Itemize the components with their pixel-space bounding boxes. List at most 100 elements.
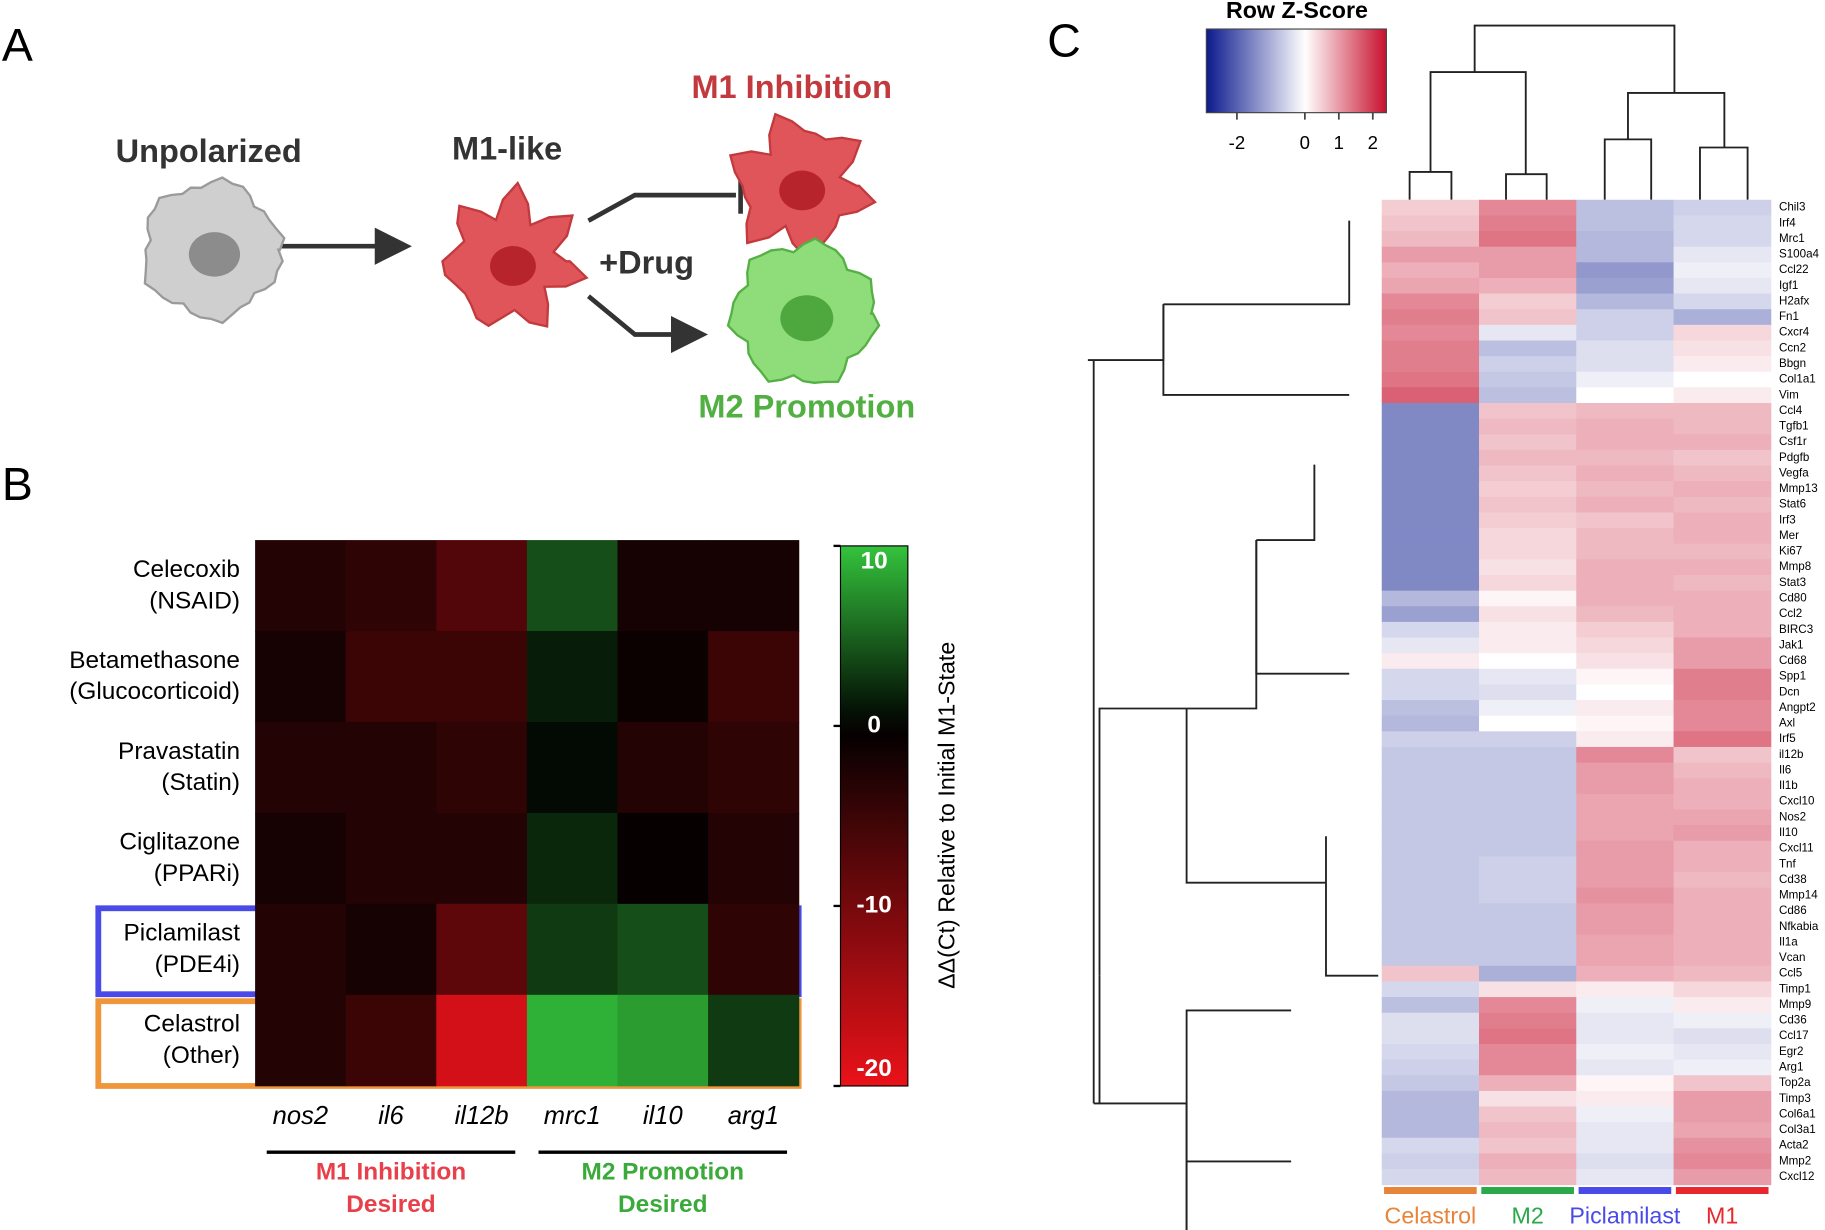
colorbar <box>1205 28 1387 114</box>
heat-cell <box>1673 387 1772 404</box>
heat-cell <box>1576 965 1675 982</box>
heat-cell <box>1673 1043 1772 1061</box>
heat-cell <box>1576 731 1675 748</box>
heat-cell <box>1576 418 1675 435</box>
heat-cell <box>1673 418 1772 435</box>
heat-cell <box>1479 715 1577 732</box>
gene-label: Vcan <box>1779 951 1805 964</box>
dendrogram <box>1185 540 1379 977</box>
heat-cell <box>708 631 800 723</box>
heat-cell <box>436 994 528 1087</box>
column-label: il10 <box>643 1102 683 1130</box>
gene-label: S100a4 <box>1779 248 1820 261</box>
row-label: Ciglitazone <box>119 829 240 856</box>
heat-cell <box>1673 434 1772 451</box>
heat-cell <box>1479 403 1577 420</box>
heat-cell <box>1479 606 1577 623</box>
column-label: il12b <box>455 1102 509 1130</box>
heat-cell <box>1673 293 1772 310</box>
colorbar-tick-label: 0 <box>867 711 881 738</box>
heat-cell <box>436 631 528 723</box>
heat-cell <box>1673 199 1772 216</box>
heat-cell <box>1576 950 1675 967</box>
column-label: il6 <box>378 1102 404 1130</box>
group-bar <box>1384 1187 1477 1194</box>
heat-cell <box>1381 918 1480 936</box>
heat-cell <box>526 903 619 996</box>
heat-cell <box>1479 309 1577 326</box>
heat-cell <box>1673 231 1772 248</box>
heat-cell <box>1479 371 1577 388</box>
heat-cell <box>1381 1122 1480 1139</box>
gene-label: Ccl2 <box>1779 607 1802 620</box>
dendrogram <box>1473 24 1676 93</box>
heat-cell <box>1576 762 1675 779</box>
gene-label: Pdgfb <box>1779 451 1809 464</box>
heat-cell <box>1673 1028 1772 1045</box>
heat-cell <box>1673 1075 1772 1092</box>
colorbar-tick-label: -10 <box>857 891 892 918</box>
heat-cell <box>1576 1153 1675 1170</box>
heat-cell <box>1576 1122 1675 1139</box>
gene-label: Mmp14 <box>1779 889 1818 902</box>
heat-cell <box>1381 746 1480 764</box>
gene-label: Mer <box>1779 529 1799 542</box>
gene-label: Mmp2 <box>1779 1154 1811 1167</box>
gene-label: Ccl22 <box>1779 263 1809 276</box>
gene-label: Nos2 <box>1779 810 1806 823</box>
cell-nucleus <box>490 246 536 286</box>
heat-cell <box>1381 262 1480 279</box>
heat-cell <box>1479 481 1577 498</box>
cell-label: M1-like <box>452 131 562 167</box>
heat-cell <box>708 812 800 905</box>
gene-label: Vim <box>1779 388 1799 401</box>
heat-cell <box>1576 1090 1675 1107</box>
heat-cell <box>1479 731 1577 748</box>
heat-cell <box>1576 653 1675 670</box>
gene-label: Ccn2 <box>1779 341 1806 354</box>
heat-cell <box>1381 403 1480 420</box>
heat-cell <box>1673 262 1772 279</box>
cell-nucleus <box>780 295 834 342</box>
heat-cell <box>255 631 347 723</box>
heat-cell <box>1479 277 1577 295</box>
heat-cell <box>1673 246 1772 263</box>
dendrogram <box>1185 1009 1292 1230</box>
heat-cell <box>1576 606 1675 623</box>
heat-cell <box>1673 934 1772 951</box>
heat-cell <box>1479 215 1577 232</box>
heat-cell <box>1479 825 1577 842</box>
gene-label: il12b <box>1779 748 1804 761</box>
heat-cell <box>1381 418 1480 435</box>
gene-label: Irf3 <box>1779 513 1796 526</box>
gene-label: Fn1 <box>1779 310 1799 323</box>
heat-cell <box>1381 246 1480 263</box>
cell-illustrations <box>143 112 881 384</box>
heat-cell <box>1381 340 1480 357</box>
heat-cell <box>1673 684 1772 701</box>
heat-cell <box>1673 371 1772 388</box>
cell-label: M1 Inhibition <box>691 69 891 105</box>
heat-cell <box>1673 731 1772 748</box>
row-label: Piclamilast <box>124 920 241 947</box>
heat-cell <box>1381 324 1480 341</box>
heat-cell <box>1576 934 1675 951</box>
gene-label: Irf5 <box>1779 732 1796 745</box>
heat-cell <box>526 812 619 905</box>
heat-cell <box>1381 309 1480 326</box>
heat-cell <box>1576 840 1675 857</box>
heat-cell <box>1479 950 1577 967</box>
gene-label: Mrc1 <box>1779 232 1805 245</box>
heat-cell <box>1381 1137 1480 1154</box>
heat-cell <box>1479 574 1577 592</box>
heat-cell <box>617 631 709 723</box>
heat-cell <box>1381 856 1480 873</box>
heat-cell <box>255 994 347 1087</box>
heat-cell <box>1479 981 1577 998</box>
heat-cell <box>1381 496 1480 513</box>
heat-cell <box>1381 684 1480 701</box>
heat-cell <box>1479 1043 1577 1061</box>
gene-label: Igf1 <box>1779 279 1798 292</box>
heat-cell <box>1381 1169 1480 1186</box>
